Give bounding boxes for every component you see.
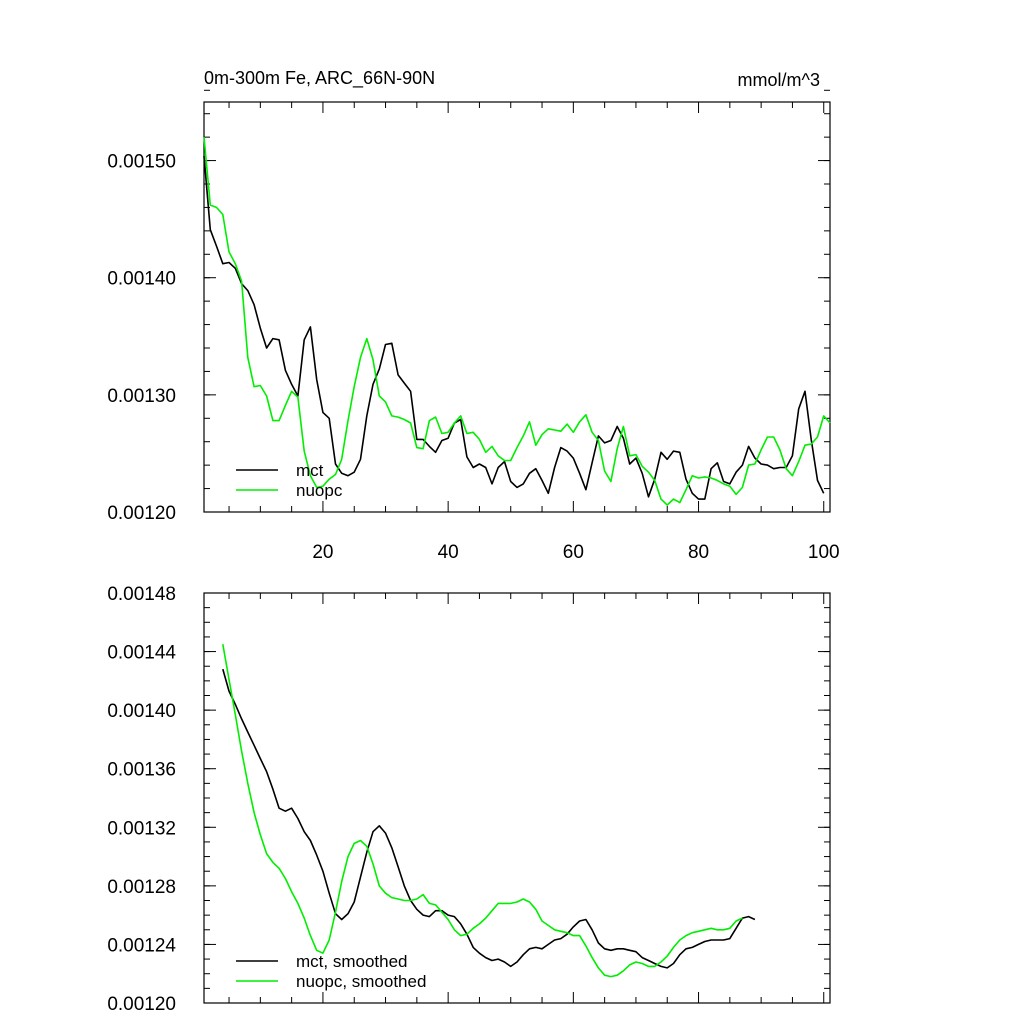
plot-frame	[203, 592, 831, 1004]
top-panel-raw: 20 40 60 80 100 0.00120 0.00130 0.00140 0.00150 m…	[107, 89, 840, 563]
series-line-mct	[203, 155, 825, 500]
x-tick-label: 40	[438, 542, 459, 563]
legend-label: nuopc, smoothed	[296, 972, 426, 991]
y-tick-label: 0.00130	[107, 386, 176, 407]
x-tick-label: 100	[808, 542, 840, 563]
y-tick-label: 0.00136	[107, 760, 176, 781]
chart-title: 0m-300m Fe, ARC_66N-90N	[204, 68, 435, 89]
x-tick-label: 20	[312, 542, 333, 563]
series-line-nuopc-smoothed	[222, 644, 743, 978]
legend-label: mct	[296, 461, 324, 480]
y-tick-label: 0.00132	[107, 818, 176, 839]
legend-label: nuopc	[296, 481, 343, 500]
series-line-mct-smoothed	[222, 668, 756, 969]
y-tick-label: 0.00140	[107, 269, 176, 290]
y-tick-label: 0.00144	[107, 643, 176, 664]
y-tick-label: 0.00124	[107, 935, 176, 956]
legend-label: mct, smoothed	[296, 952, 408, 971]
x-tick-label: 80	[688, 542, 709, 563]
y-tick-label: 0.00120	[107, 503, 176, 524]
y-tick-label: 0.00140	[107, 701, 176, 722]
series-line-nuopc	[203, 137, 831, 506]
y-tick-label: 0.00148	[107, 584, 176, 605]
units-label: mmol/m^3	[738, 70, 820, 90]
bottom-panel-smoothed: 0.00120 0.00124 0.00128 0.00132 0.00136 0.001…	[107, 584, 831, 1015]
y-tick-label: 0.00120	[107, 994, 176, 1015]
y-tick-label: 0.00150	[107, 152, 176, 173]
y-tick-label: 0.00128	[107, 877, 176, 898]
plot-frame	[203, 101, 831, 513]
x-tick-label: 60	[563, 542, 584, 563]
